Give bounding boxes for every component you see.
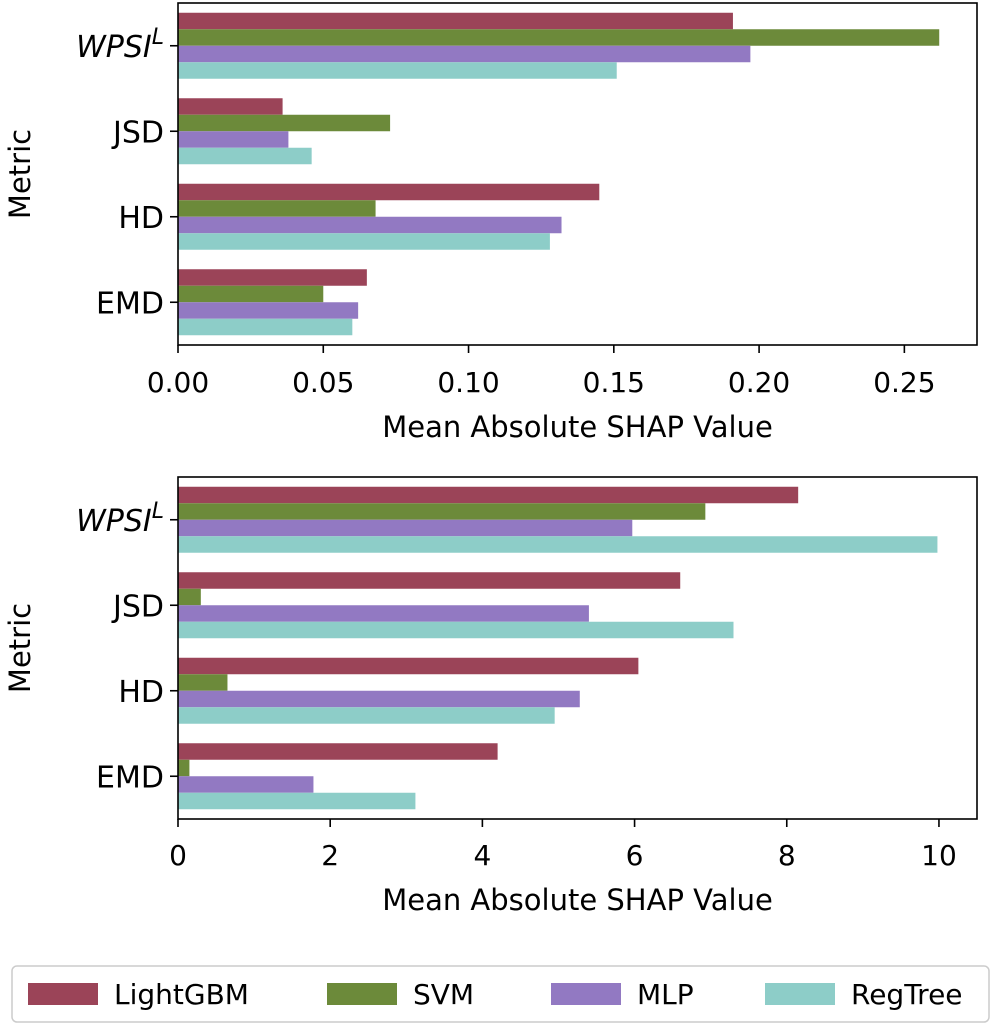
x-tick-label: 0.15 xyxy=(583,366,645,399)
bar-lightgbm-wpsil xyxy=(178,486,799,504)
legend: LightGBM SVM MLP RegTree xyxy=(11,965,990,1023)
bar-regtree-hd xyxy=(178,233,550,250)
y-tick-label: WPSIL xyxy=(76,499,164,539)
x-tick-label: 2 xyxy=(321,839,339,872)
chart-bottom: WPSIL JSD HD EMD 0 2 4 6 8 10 Mean Absolute SHAP V… xyxy=(3,476,978,917)
bar-svm-hd xyxy=(178,200,376,217)
bar-regtree-emd xyxy=(178,318,353,336)
legend-swatch-lightgbm xyxy=(28,983,98,1005)
plot-frame xyxy=(177,476,978,820)
bar-svm-wpsil xyxy=(178,29,940,46)
bar-svm-emd xyxy=(178,285,324,303)
y-tick-label: JSD xyxy=(111,115,164,150)
x-tick-label: 0.05 xyxy=(292,366,354,399)
x-tick-label: 0.20 xyxy=(728,366,790,399)
legend-swatch-mlp xyxy=(551,983,621,1005)
bar-lightgbm-jsd xyxy=(178,572,681,589)
plot-frame xyxy=(177,2,978,346)
legend-label-svm: SVM xyxy=(413,978,474,1011)
bar-svm-jsd xyxy=(178,588,201,606)
bar-mlp-jsd xyxy=(178,131,289,148)
bar-mlp-jsd xyxy=(178,605,589,622)
x-tick-label: 0 xyxy=(169,839,187,872)
bar-mlp-emd xyxy=(178,776,314,793)
x-tick-label: 0.25 xyxy=(873,366,935,399)
legend-swatch-svm xyxy=(327,983,397,1005)
bar-lightgbm-hd xyxy=(178,657,639,675)
bar-mlp-hd xyxy=(178,690,580,708)
x-tick-label: 0.10 xyxy=(437,366,499,399)
y-axis-label: Metric xyxy=(3,603,37,693)
bar-regtree-jsd xyxy=(178,621,734,639)
bar-svm-emd xyxy=(178,759,190,777)
x-tick-label: 4 xyxy=(473,839,491,872)
legend-label-lightgbm: LightGBM xyxy=(114,978,249,1011)
bar-svm-hd xyxy=(178,674,228,691)
x-tick-label: 6 xyxy=(626,839,644,872)
y-tick-label: HD xyxy=(118,675,164,710)
y-tick-label: EMD xyxy=(96,760,164,795)
bar-regtree-emd xyxy=(178,792,416,810)
chart-top: WPSIL JSD HD EMD 0.00 0.05 0.10 0.15 0.20 0.25 Mea… xyxy=(3,2,978,444)
bar-lightgbm-emd xyxy=(178,269,367,286)
bar-svm-jsd xyxy=(178,114,391,132)
legend-swatch-regtree xyxy=(765,983,835,1005)
bar-mlp-emd xyxy=(178,302,359,319)
legend-label-mlp: MLP xyxy=(637,978,694,1011)
y-tick-label: JSD xyxy=(111,589,164,624)
legend-label-regtree: RegTree xyxy=(851,978,963,1011)
y-tick-label: HD xyxy=(118,201,164,236)
bar-mlp-hd xyxy=(178,216,562,234)
x-axis-label: Mean Absolute SHAP Value xyxy=(382,883,773,917)
x-tick-label: 10 xyxy=(921,839,957,872)
bar-regtree-wpsil xyxy=(178,62,617,79)
bar-regtree-hd xyxy=(178,707,555,724)
y-tick-label: EMD xyxy=(96,286,164,321)
bar-mlp-wpsil xyxy=(178,45,751,63)
bar-regtree-wpsil xyxy=(178,536,938,553)
bar-svm-wpsil xyxy=(178,503,706,520)
y-tick-label: WPSIL xyxy=(76,25,164,65)
bar-lightgbm-wpsil xyxy=(178,12,733,30)
x-tick-label: 0.00 xyxy=(147,366,209,399)
bar-lightgbm-jsd xyxy=(178,98,283,115)
x-axis-label: Mean Absolute SHAP Value xyxy=(382,410,773,444)
bar-regtree-jsd xyxy=(178,147,312,165)
bar-mlp-wpsil xyxy=(178,519,633,537)
bar-lightgbm-emd xyxy=(178,743,498,760)
legend-box xyxy=(11,965,990,1023)
y-axis-label: Metric xyxy=(3,129,37,219)
x-tick-label: 8 xyxy=(778,839,796,872)
bar-lightgbm-hd xyxy=(178,183,600,201)
